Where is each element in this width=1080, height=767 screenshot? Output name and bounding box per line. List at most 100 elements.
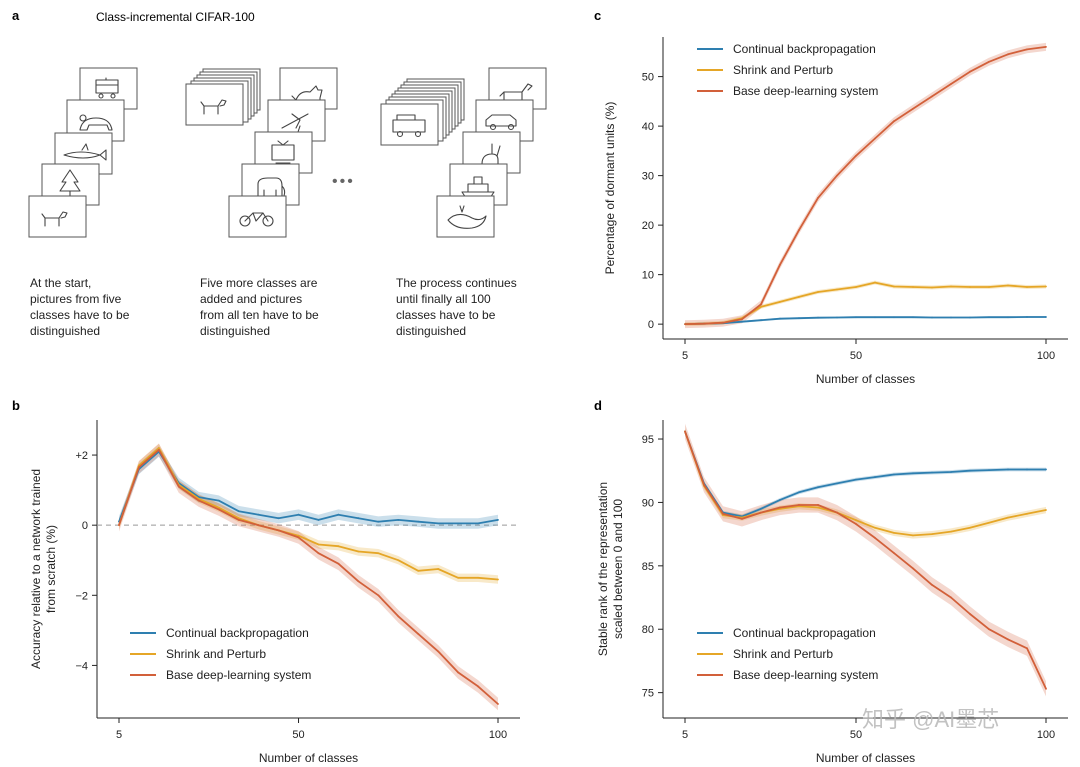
legend-label: Base deep-learning system (733, 84, 878, 98)
data-point (1026, 316, 1028, 318)
data-point (874, 537, 876, 539)
data-point (297, 513, 300, 516)
data-point (157, 447, 160, 449)
data-point (437, 568, 440, 570)
caption-2: Five more classes are added and pictures… (200, 276, 322, 338)
legend-label: Shrink and Perturb (166, 647, 266, 661)
data-point (1026, 286, 1028, 288)
data-point (779, 317, 781, 320)
data-point (337, 513, 340, 516)
data-point (477, 522, 479, 525)
ellipsis: ••• (332, 173, 355, 190)
caption-3: The process continues until finally all … (396, 276, 520, 338)
data-point (217, 499, 220, 502)
data-point (931, 95, 933, 98)
data-point (950, 530, 952, 533)
data-point (357, 550, 360, 553)
data-point (836, 482, 838, 485)
data-point (417, 569, 420, 572)
x-tick-label: 50 (850, 729, 862, 741)
whale-icon (436, 195, 495, 238)
data-point (950, 316, 952, 319)
data-point (969, 469, 971, 472)
data-point (1007, 638, 1009, 641)
data-point (1045, 468, 1047, 471)
y-tick-label: 95 (642, 434, 654, 446)
data-point (1045, 46, 1047, 48)
data-point (377, 594, 380, 597)
legend-label: Continual backpropagation (166, 626, 309, 640)
bicycle-icon (228, 195, 287, 238)
y-tick-label: 75 (642, 688, 654, 700)
data-point (874, 281, 876, 284)
data-point (798, 491, 800, 494)
data-point (1026, 48, 1028, 51)
data-point (855, 519, 857, 522)
legend-label: Shrink and Perturb (733, 647, 833, 661)
legend-label: Continual backpropagation (733, 626, 876, 640)
data-point (817, 291, 819, 293)
data-point (741, 320, 743, 323)
data-point (817, 504, 819, 506)
data-point (357, 517, 360, 520)
data-point (817, 316, 819, 319)
data-point (893, 285, 895, 288)
data-point (893, 552, 895, 555)
data-point (377, 552, 380, 555)
data-point (931, 471, 933, 474)
data-point (237, 510, 240, 513)
data-point (874, 526, 876, 529)
data-point (317, 543, 320, 546)
data-point (277, 517, 280, 520)
series-line-3 (684, 431, 1047, 690)
data-point (457, 576, 460, 579)
data-point (1007, 468, 1009, 471)
data-point (297, 534, 300, 537)
series-band-2 (685, 428, 1046, 539)
data-point (969, 286, 971, 288)
data-point (237, 517, 240, 520)
data-point (722, 321, 724, 324)
data-point (893, 120, 895, 123)
panel-d-chart: d 95 90 85 80 75 5 50 100 Number of classes Stable… (594, 398, 1068, 765)
data-point (297, 536, 300, 539)
legend-label: Base deep-learning system (733, 668, 878, 682)
data-point (722, 512, 724, 515)
data-point (1026, 647, 1028, 650)
series-band-1 (685, 429, 1046, 519)
data-point (969, 613, 971, 615)
data-point (969, 70, 971, 73)
data-point (912, 286, 914, 288)
data-point (741, 518, 743, 520)
firetruck-icon (380, 103, 439, 146)
data-point (497, 519, 499, 521)
data-point (257, 513, 260, 516)
data-point (257, 524, 260, 527)
data-point (1026, 512, 1028, 515)
data-point (931, 583, 933, 586)
data-point (855, 154, 857, 157)
data-point (497, 703, 499, 705)
y-axis-label: Accuracy relative to a network trainedfr… (29, 469, 58, 669)
data-point (855, 316, 857, 319)
data-point (836, 288, 838, 291)
panel-a-letter: a (12, 8, 20, 23)
y-tick-label: 80 (642, 624, 654, 636)
data-point (874, 137, 876, 140)
data-point (855, 523, 857, 525)
series-band-1 (119, 446, 498, 529)
data-point (931, 286, 933, 289)
data-point (337, 562, 340, 565)
data-point (779, 506, 781, 509)
y-tick-label: +2 (75, 450, 88, 462)
data-point (779, 263, 781, 266)
image-stack-2 (185, 67, 338, 238)
data-point (1007, 316, 1009, 319)
x-axis-label: Number of classes (259, 751, 358, 765)
data-point (217, 506, 220, 509)
dog-icon (28, 195, 87, 238)
data-point (138, 466, 140, 469)
data-point (760, 303, 762, 306)
data-point (377, 520, 380, 523)
data-point (798, 504, 800, 506)
